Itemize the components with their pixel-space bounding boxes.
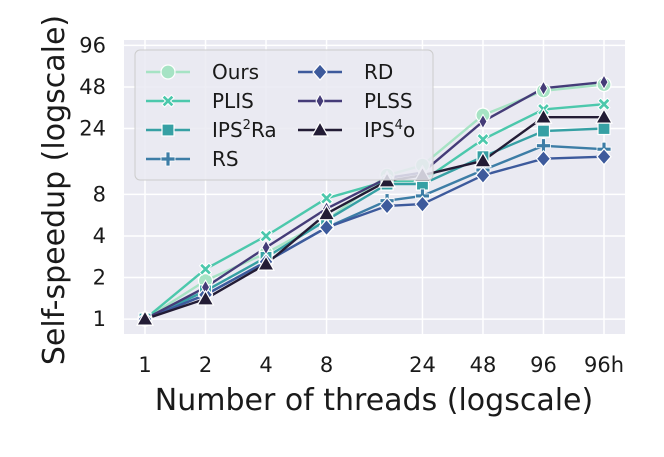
marker-ips2ra: [597, 121, 611, 136]
y-axis-label: Self-speedup (logscale): [37, 15, 72, 365]
marker-rd: [414, 195, 431, 214]
y-tick-label: 24: [79, 117, 106, 141]
marker-ips4o: [135, 309, 155, 326]
legend-label-ips4o: IPS4o: [364, 118, 415, 142]
legend-marker-ips4o: [310, 120, 330, 137]
marker-plis: [259, 229, 273, 243]
x-tick-label: 48: [470, 353, 497, 377]
legend-label-rs: RS: [212, 147, 239, 171]
x-tick-label: 1: [138, 353, 151, 377]
marker-ips4o: [594, 107, 614, 124]
legend-marker-plss: [315, 92, 325, 110]
marker-plis: [198, 262, 213, 276]
legend-marker-rs: [160, 151, 176, 167]
marker-rd: [475, 166, 491, 185]
legend-frame: [134, 49, 434, 181]
legend-marker-rd: [312, 63, 328, 81]
marker-plss: [478, 113, 488, 130]
legend-label-plis: PLIS: [212, 89, 254, 113]
marker-rd: [535, 149, 552, 168]
x-tick-label: 96h: [584, 353, 624, 377]
y-tick-label: 2: [93, 266, 106, 290]
y-tick-label: 48: [79, 75, 106, 99]
marker-ips4o: [317, 204, 336, 221]
legend-marker-plis: [161, 94, 175, 108]
x-tick-label: 8: [320, 353, 333, 377]
x-tick-label: 4: [259, 353, 272, 377]
y-tick-label: 4: [93, 224, 106, 248]
y-tick-label: 96: [79, 33, 106, 57]
x-axis-ticks: 1 2 4 8 24 48 96 96h: [138, 353, 624, 377]
x-tick-label: 96: [530, 353, 557, 377]
legend-label-ips2ra: IPS2Ra: [212, 118, 277, 142]
legend-label-plss: PLSS: [364, 89, 413, 113]
x-tick-label: 2: [199, 353, 212, 377]
marker-plis: [597, 97, 611, 111]
legend-label-ours: Ours: [212, 60, 259, 84]
legend: Ours PLIS IPS2Ra RS RD PLSS IPS4o: [134, 49, 434, 181]
marker-ips4o: [473, 151, 493, 168]
marker-rd: [318, 218, 335, 237]
marker-plss: [538, 80, 549, 97]
marker-plis: [476, 132, 490, 147]
y-tick-label: 1: [93, 307, 106, 331]
legend-marker-ips2ra: [161, 123, 175, 137]
marker-rd: [596, 147, 612, 166]
marker-ips2ra: [536, 124, 551, 138]
legend-marker-ours: [160, 64, 176, 80]
x-axis-label: Number of threads (logscale): [155, 383, 593, 418]
marker-rd: [379, 197, 395, 215]
y-tick-label: 8: [93, 182, 106, 206]
marker-plis: [319, 191, 334, 205]
legend-label-rd: RD: [364, 60, 393, 84]
marker-ips4o: [196, 289, 215, 306]
x-tick-label: 24: [409, 353, 436, 377]
marker-plss: [261, 239, 271, 256]
marker-ips4o: [534, 107, 553, 124]
marker-plss: [599, 74, 609, 91]
marker-ips4o: [256, 254, 276, 271]
